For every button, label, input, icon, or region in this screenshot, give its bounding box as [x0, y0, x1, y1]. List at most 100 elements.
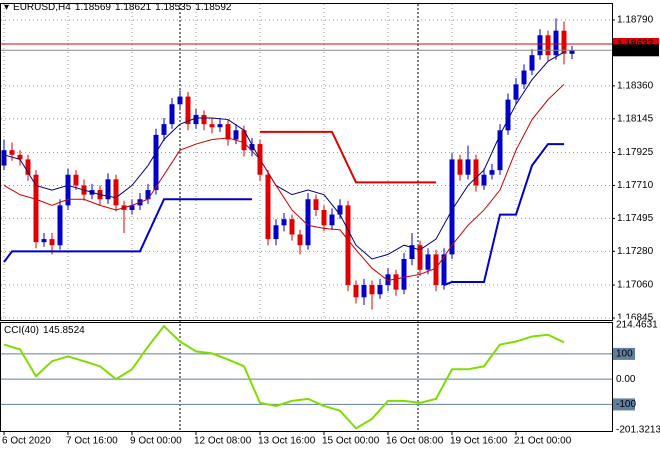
cci-line	[3, 324, 565, 430]
candle-body	[505, 99, 511, 131]
candle-body	[433, 254, 439, 286]
level-box	[613, 398, 635, 411]
symbol-header: ▾ EURUSD,H4 1.18569 1.18621 1.18535 1.18…	[4, 2, 231, 13]
candle-body	[273, 225, 279, 240]
candle-body	[217, 124, 223, 128]
candle-body	[129, 205, 135, 210]
candle-body	[1, 150, 7, 166]
candle-body	[161, 124, 167, 135]
cci-label: CCI(40)	[4, 325, 40, 336]
cci-tick-label: 100	[616, 349, 633, 360]
level-box	[613, 347, 635, 360]
main-panel	[0, 3, 613, 321]
candle-body	[153, 134, 159, 191]
candle-body	[193, 114, 199, 125]
high: 1.18621	[114, 2, 152, 13]
indicator-line	[3, 51, 565, 260]
candle-body	[145, 190, 151, 200]
candle-body	[169, 104, 175, 125]
x-tick-label: 7 Oct 16:00	[66, 436, 118, 447]
cci-tick-label: -201.3213	[616, 425, 660, 436]
y-tick-label: 1.17925	[617, 147, 654, 158]
candle-body	[457, 159, 463, 175]
level-box	[613, 319, 635, 331]
candle-body	[49, 239, 55, 246]
candle-body	[529, 55, 535, 71]
candle-body	[425, 254, 431, 270]
indicator-line	[443, 143, 564, 286]
candle-body	[569, 50, 575, 54]
open: 1.18569	[74, 2, 111, 13]
candle-body	[473, 159, 479, 186]
candle-body	[241, 130, 247, 151]
candle-body	[25, 159, 31, 175]
candle-body	[249, 144, 255, 151]
close: 1.18592	[195, 2, 232, 13]
candle-body	[441, 254, 447, 286]
candle-body	[417, 245, 423, 270]
candle-body	[57, 205, 63, 246]
candle-body	[289, 219, 295, 235]
candle-body	[329, 214, 335, 226]
candle-body	[233, 130, 239, 140]
candle-body	[521, 70, 527, 85]
candle-body	[553, 30, 559, 56]
x-tick-label: 15 Oct 00:00	[322, 436, 380, 447]
candle-body	[345, 205, 351, 286]
candle-body	[209, 124, 215, 128]
y-tick-label: 1.18790	[617, 15, 654, 26]
cci-tick-label: 0.00	[616, 374, 636, 385]
candle-body	[513, 84, 519, 100]
candle-body	[105, 179, 111, 200]
cci-tick-label: -100	[616, 399, 636, 410]
candle-body	[281, 219, 287, 226]
candle-body	[497, 130, 503, 171]
x-tick-label: 13 Oct 16:00	[258, 436, 316, 447]
candle-body	[361, 285, 367, 298]
candle-body	[65, 174, 71, 206]
candle-body	[385, 274, 391, 286]
candle-body	[369, 285, 375, 295]
x-tick-label: 16 Oct 08:00	[386, 436, 444, 447]
candle-body	[393, 274, 399, 290]
y-tick-label: 1.17280	[617, 246, 654, 257]
x-tick-label: 12 Oct 08:00	[194, 436, 252, 447]
candle-body	[481, 174, 487, 186]
x-tick-label: 9 Oct 00:00	[130, 436, 182, 447]
y-tick-label: 1.18145	[617, 113, 654, 124]
indicator-line	[260, 130, 436, 184]
x-tick-label: 6 Oct 2020	[2, 436, 51, 447]
candle-body	[321, 209, 327, 226]
candle-body	[337, 205, 343, 215]
cci-tick-label: 214.4631	[616, 320, 658, 331]
x-tick-label: 19 Oct 16:00	[450, 436, 508, 447]
candle-body	[401, 259, 407, 290]
candle-body	[489, 170, 495, 175]
candle-body	[305, 199, 311, 246]
y-tick-label: 1.17060	[617, 280, 654, 291]
low: 1.18535	[155, 2, 192, 13]
candle-body	[313, 199, 319, 210]
candle-body	[353, 285, 359, 298]
x-tick-label: 21 Oct 00:00	[514, 436, 572, 447]
candle-body	[377, 285, 383, 295]
candle-body	[185, 96, 191, 125]
dropdown-arrow: ▾	[4, 2, 10, 13]
cci-header: CCI(40) 145.8524	[4, 325, 85, 336]
candle-body	[545, 35, 551, 56]
candle-body	[537, 35, 543, 56]
indicator-line	[3, 83, 565, 281]
level-box	[613, 424, 635, 436]
bid-label: 1.18592	[617, 45, 654, 56]
ask-label: 1.18633	[617, 39, 654, 50]
cci-panel	[0, 322, 613, 432]
candle-body	[113, 179, 119, 206]
candle-body	[409, 245, 415, 260]
candle-body	[561, 30, 567, 54]
candle-body	[465, 159, 471, 175]
candle-body	[17, 154, 23, 160]
indicator-line	[3, 198, 252, 263]
candle-body	[33, 174, 39, 243]
